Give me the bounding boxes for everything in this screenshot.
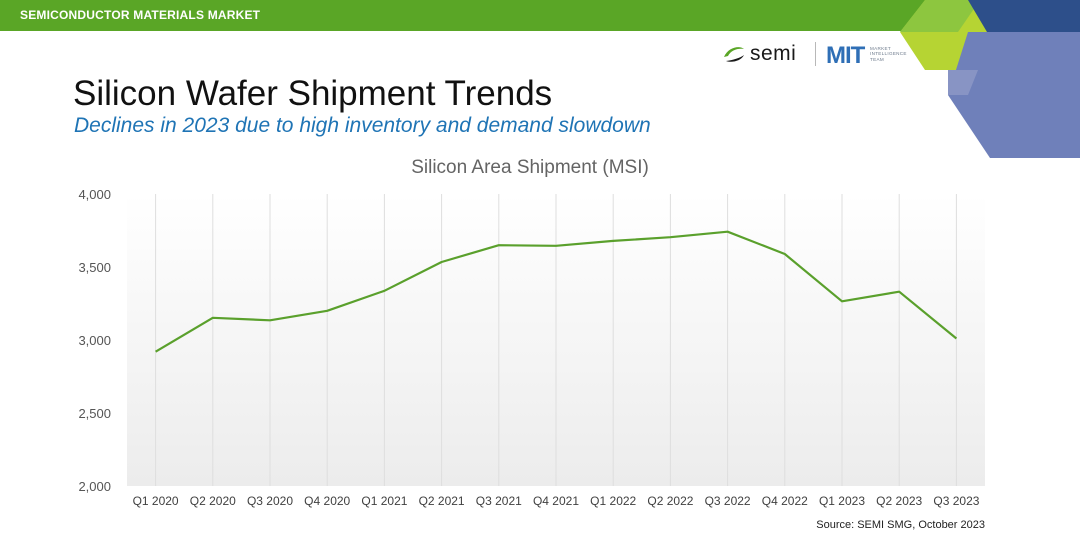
x-tick-label: Q3 2023 — [933, 494, 979, 508]
x-tick-label: Q4 2020 — [304, 494, 350, 508]
y-tick-label: 2,500 — [78, 406, 111, 421]
x-tick-label: Q2 2023 — [876, 494, 922, 508]
y-tick-label: 3,500 — [78, 260, 111, 275]
slide-subtitle: Declines in 2023 due to high inventory a… — [74, 114, 651, 137]
chart-title: Silicon Area Shipment (MSI) — [411, 157, 649, 178]
y-tick-label: 4,000 — [78, 187, 111, 202]
x-tick-label: Q4 2021 — [533, 494, 579, 508]
source-note: Source: SEMI SMG, October 2023 — [816, 519, 985, 531]
mit-logo: MIT MARKET INTELLIGENCE TEAM — [826, 41, 907, 67]
mit-wordmark: MIT — [826, 42, 866, 67]
mit-logo-mark: MIT — [826, 42, 866, 67]
mit-tagline-line: INTELLIGENCE — [870, 51, 907, 57]
deco-light-green-polygon — [900, 0, 980, 32]
y-tick-label: 2,000 — [78, 479, 111, 494]
x-tick-label: Q3 2022 — [705, 494, 751, 508]
y-tick-label: 3,000 — [78, 333, 111, 348]
mit-tagline: MARKET INTELLIGENCE TEAM — [870, 46, 907, 62]
grid-lines — [155, 194, 957, 486]
semi-wordmark: semi — [750, 42, 797, 65]
x-tick-label: Q1 2020 — [133, 494, 179, 508]
mit-tagline-line: TEAM — [870, 56, 884, 62]
x-tick-label: Q1 2023 — [819, 494, 865, 508]
semi-swoosh-icon — [724, 47, 744, 62]
deco-navy-polygon — [968, 0, 1080, 32]
x-tick-label: Q1 2021 — [361, 494, 407, 508]
logo-divider — [815, 42, 816, 66]
x-tick-label: Q2 2020 — [190, 494, 236, 508]
series-line — [155, 230, 958, 353]
x-tick-label: Q2 2021 — [419, 494, 465, 508]
series-group — [155, 230, 958, 353]
x-tick-label: Q3 2021 — [476, 494, 522, 508]
decorative-shapes — [900, 0, 1080, 158]
header-bar: SEMICONDUCTOR MATERIALS MARKET — [0, 0, 1080, 31]
x-tick-label: Q4 2022 — [762, 494, 808, 508]
y-axis: 2,000 2,500 3,000 3,500 4,000 — [78, 187, 111, 494]
x-axis: Q1 2020 Q2 2020 Q3 2020 Q4 2020 Q1 2021 Q2 20… — [133, 494, 980, 508]
x-tick-label: Q1 2022 — [590, 494, 636, 508]
line-chart: 2,000 2,500 3,000 3,500 4,000 Q1 2020 Q2 2020… — [78, 187, 985, 508]
deco-periwinkle-polygon — [948, 70, 978, 95]
deco-blue-polygon — [948, 32, 1080, 158]
x-tick-label: Q2 2022 — [647, 494, 693, 508]
slide-title: Silicon Wafer Shipment Trends — [73, 74, 553, 113]
section-label: SEMICONDUCTOR MATERIALS MARKET — [20, 8, 261, 22]
mit-tagline-line: MARKET — [870, 45, 891, 51]
semi-logo: semi — [722, 40, 796, 68]
x-tick-label: Q3 2020 — [247, 494, 293, 508]
